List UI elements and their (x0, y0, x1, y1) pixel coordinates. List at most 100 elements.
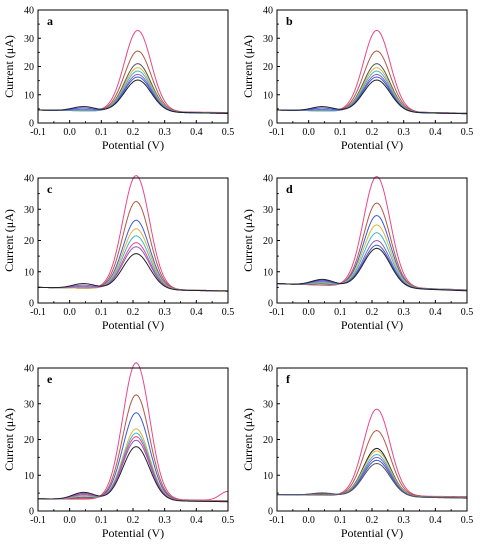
x-tick-label: 0.2 (127, 127, 140, 138)
x-tick-label: 0.0 (63, 127, 76, 138)
series-group (37, 362, 229, 503)
series-line-7 (37, 439, 229, 503)
x-axis-label: Potential (V) (102, 526, 164, 540)
x-tick-label: 0.4 (190, 307, 203, 318)
x-tick-label: -0.1 (269, 127, 285, 138)
series-line-7 (37, 246, 229, 292)
y-tick-label: 0 (268, 507, 273, 518)
plot-frame (37, 177, 229, 304)
series-line-7 (276, 244, 468, 291)
y-tick-label: 20 (263, 62, 273, 73)
series-line-2 (276, 202, 468, 291)
x-tick-label: 0.5 (461, 307, 474, 318)
x-tick-label: 0.1 (334, 127, 347, 138)
y-tick-label: 10 (24, 471, 34, 482)
panel-letter: f (286, 372, 291, 386)
x-tick-label: 0.1 (95, 515, 108, 526)
y-tick-label: 10 (263, 471, 273, 482)
series-line-6 (37, 73, 229, 114)
x-axis-label: Potential (V) (102, 318, 164, 332)
x-tick-label: 0.3 (397, 127, 410, 138)
series-line-8 (276, 79, 468, 115)
panel-c: -0.1 0.0 0.1 0.2 0.3 0.4 0.5 0 10 20 30 40 Potential… (2, 174, 234, 333)
series-line-6 (276, 73, 468, 115)
x-tick-label: 0.4 (429, 307, 442, 318)
y-axis-label: Current (μA) (2, 35, 16, 98)
x-tick-label: 0.0 (302, 127, 315, 138)
x-tick-label: 0.3 (397, 515, 410, 526)
x-axis-label: Potential (V) (341, 526, 403, 540)
panel-b: -0.1 0.0 0.1 0.2 0.3 0.4 0.5 0 10 20 30 40 Potential… (241, 6, 473, 153)
panel-d: -0.1 0.0 0.1 0.2 0.3 0.4 0.5 0 10 20 30 40 Potential… (241, 174, 473, 333)
y-axis-label: Current (μA) (241, 209, 255, 272)
y-tick-label: 20 (263, 435, 273, 446)
x-axis-label: Potential (V) (102, 138, 164, 152)
x-tick-label: 0.5 (222, 515, 235, 526)
plot-frame (276, 367, 468, 512)
series-line-4 (276, 450, 468, 498)
series-line-5 (276, 454, 468, 499)
series-line-6 (276, 456, 468, 499)
y-tick-label: 40 (24, 364, 34, 375)
y-axis-label: Current (μA) (241, 35, 255, 98)
x-tick-label: -0.1 (30, 515, 46, 526)
y-axis-label: Current (μA) (241, 408, 255, 471)
x-tick-label: 0.1 (95, 307, 108, 318)
y-tick-label: 30 (24, 205, 34, 216)
x-tick-label: 0.3 (158, 307, 171, 318)
x-tick-label: -0.1 (269, 307, 285, 318)
y-tick-label: 40 (263, 174, 273, 185)
x-tick-label: 0.1 (95, 127, 108, 138)
y-tick-label: 40 (24, 6, 34, 17)
series-line-3 (276, 214, 468, 291)
x-tick-label: 0.1 (334, 515, 347, 526)
y-tick-label: 40 (24, 174, 34, 185)
x-tick-label: 0.0 (302, 307, 315, 318)
series-line-4 (276, 67, 468, 114)
series-group (276, 175, 468, 292)
x-tick-label: 0.2 (127, 307, 140, 318)
panel-a: -0.1 0.0 0.1 0.2 0.3 0.4 0.5 0 10 20 30 40 Potential… (2, 6, 234, 153)
y-tick-label: 20 (263, 236, 273, 247)
series-line-5 (37, 432, 229, 502)
y-tick-label: 10 (24, 267, 34, 278)
series-line-2 (276, 430, 468, 498)
series-line-4 (37, 67, 229, 114)
x-axis-label: Potential (V) (341, 138, 403, 152)
y-tick-label: 10 (24, 90, 34, 101)
panel-letter: a (47, 14, 53, 28)
series-line-8 (276, 462, 468, 499)
x-tick-label: -0.1 (30, 127, 46, 138)
y-tick-label: 40 (263, 6, 273, 17)
series-line-3 (276, 447, 468, 498)
x-tick-label: 0.1 (334, 307, 347, 318)
series-line-1 (37, 29, 229, 114)
panel-letter: c (47, 182, 53, 196)
y-tick-label: 0 (268, 299, 273, 310)
y-tick-label: 30 (24, 399, 34, 410)
x-tick-label: 0.5 (461, 127, 474, 138)
series-line-8 (37, 79, 229, 114)
x-tick-label: 0.2 (366, 515, 379, 526)
series-line-3 (37, 412, 229, 502)
x-tick-label: 0.3 (158, 127, 171, 138)
y-tick-label: 0 (29, 119, 34, 130)
x-tick-label: 0.4 (429, 127, 442, 138)
y-tick-label: 0 (29, 299, 34, 310)
series-line-1 (37, 174, 229, 292)
series-line-8 (276, 247, 468, 292)
x-axis-label: Potential (V) (341, 318, 403, 332)
x-tick-label: 0.4 (190, 515, 203, 526)
x-tick-label: 0.3 (397, 307, 410, 318)
series-group (37, 174, 229, 292)
panel-letter: d (286, 182, 293, 196)
series-line-8 (37, 446, 229, 503)
y-tick-label: 30 (24, 34, 34, 45)
panel-f: -0.1 0.0 0.1 0.2 0.3 0.4 0.5 0 10 20 30 40 Potential… (241, 364, 473, 541)
x-tick-label: 0.0 (63, 515, 76, 526)
x-tick-label: 0.0 (63, 307, 76, 318)
x-tick-label: 0.5 (461, 515, 474, 526)
x-tick-label: 0.2 (366, 307, 379, 318)
x-tick-label: -0.1 (30, 307, 46, 318)
y-tick-label: 20 (24, 62, 34, 73)
